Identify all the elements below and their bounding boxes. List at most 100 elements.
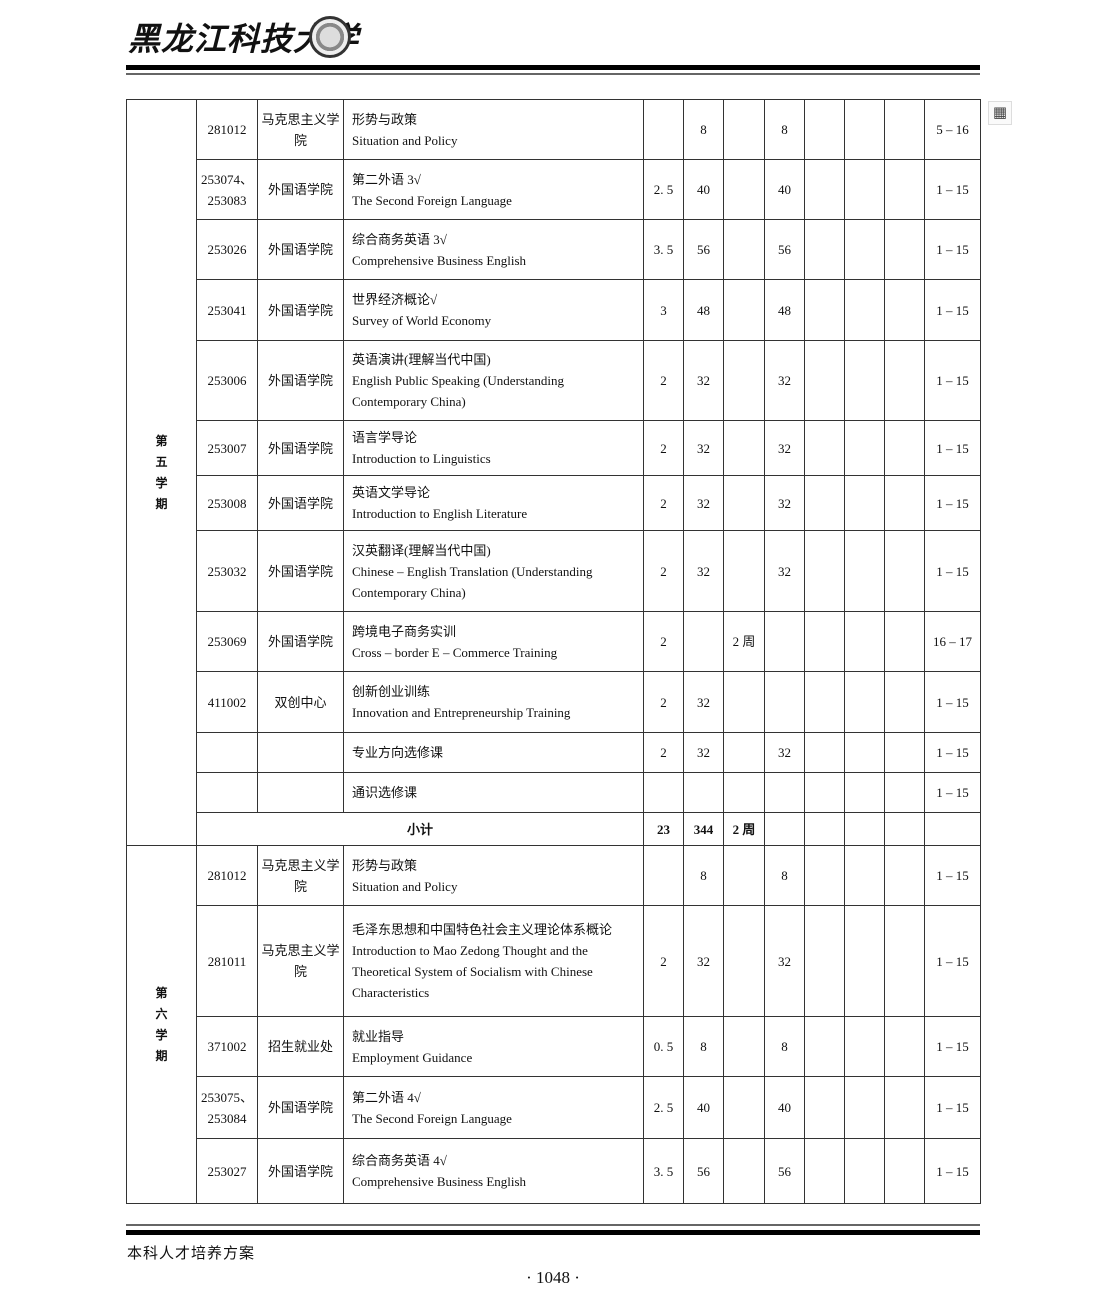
empty-cell [884,99,925,160]
table-icon[interactable]: ▦ [988,101,1012,125]
practice-weeks [723,732,765,773]
total-hours: 32 [683,420,724,476]
empty-cell [884,812,925,846]
lecture-hours: 32 [764,732,805,773]
empty-cell [844,340,885,421]
empty-cell [884,159,925,220]
course-name-cn: 语言学导论 [352,430,418,445]
credits: 2 [643,671,684,733]
header-rule-thin [126,73,980,75]
course-name: 形势与政策 Situation and Policy [343,99,644,160]
practice-weeks [723,159,765,220]
table-row: 253075、253084 外国语学院 第二外语 4√ The Second Fore… [127,1076,981,1139]
empty-cell [844,732,885,773]
credits [643,845,684,906]
empty-cell [804,905,845,1017]
department: 外国语学院 [257,475,344,531]
course-code: 253007 [196,420,258,476]
total-hours: 32 [683,530,724,612]
credits: 0. 5 [643,1016,684,1077]
course-code: 253027 [196,1138,258,1204]
credits: 2 [643,611,684,672]
lecture-hours: 32 [764,905,805,1017]
course-code: 253041 [196,279,258,341]
practice-weeks [723,905,765,1017]
week-range: 1 – 15 [924,475,981,531]
course-name-en: Innovation and Entrepreneurship Training [352,705,571,720]
total-hours: 32 [683,340,724,421]
course-name-cn: 形势与政策 [352,111,418,127]
practice-weeks [723,772,765,813]
empty-cell [804,671,845,733]
course-name: 形势与政策 Situation and Policy [343,845,644,906]
empty-cell [844,99,885,160]
table-row: 253007 外国语学院 语言学导论 Introduction to Linguist… [127,420,981,476]
lecture-hours: 32 [764,475,805,531]
empty-cell [844,1016,885,1077]
empty-cell [844,772,885,813]
empty-cell [844,812,885,846]
course-name-en: Comprehensive Business English [352,1174,527,1189]
course-name-cn: 专业方向选修课 [352,745,444,760]
course-name-cn: 第二外语 4√ [352,1089,421,1105]
credits: 3 [643,279,684,341]
department: 外国语学院 [257,1138,344,1204]
credits: 2. 5 [643,159,684,220]
course-name: 英语演讲(理解当代中国) English Public Speaking (Und… [343,340,644,421]
footer-rule-thin [126,1224,980,1226]
subtotal-label: 小计 [196,812,644,846]
empty-cell [884,475,925,531]
department: 双创中心 [257,671,344,733]
lecture-hours: 8 [764,845,805,906]
empty-cell [804,845,845,906]
course-name-en: Introduction to Mao Zedong Thought and t… [352,943,593,1000]
course-name: 第二外语 3√ The Second Foreign Language [343,159,644,220]
table-row: 253074、253083 外国语学院 第二外语 3√ The Second Fore… [127,159,981,220]
course-name: 通识选修课 [343,772,644,813]
lecture-hours [764,611,805,672]
empty-cell [844,475,885,531]
week-range: 1 – 15 [924,1076,981,1139]
empty-cell [884,340,925,421]
credits: 2. 5 [643,1076,684,1139]
lecture-hours: 56 [764,1138,805,1204]
department: 外国语学院 [257,420,344,476]
empty-cell [844,845,885,906]
course-name-cn: 世界经济概论√ [352,292,438,307]
empty-cell [804,475,845,531]
week-range: 1 – 15 [924,279,981,341]
empty-cell [804,772,845,813]
week-range: 1 – 15 [924,530,981,612]
course-code: 253075、253084 [196,1076,258,1139]
table-row: 281011 马克思主义学院 毛泽东思想和中国特色社会主义理论体系概论 Introdu… [127,905,981,1017]
empty-cell [804,732,845,773]
course-code: 281012 [196,99,258,160]
table-row: 通识选修课 1 – 15 [127,772,981,813]
empty-cell [884,1016,925,1077]
table-row: 第五学期 281012 马克思主义学院 形势与政策 Situation and Poli… [126,99,981,846]
empty-cell [844,1076,885,1139]
week-range: 16 – 17 [924,611,981,672]
table-row: 253069 外国语学院 跨境电子商务实训 Cross – border E – Co… [127,611,981,672]
week-range: 1 – 15 [924,845,981,906]
total-hours: 40 [683,159,724,220]
course-code: 253069 [196,611,258,672]
course-name: 专业方向选修课 [343,732,644,773]
department: 外国语学院 [257,219,344,280]
department: 外国语学院 [257,611,344,672]
course-code: 281012 [196,845,258,906]
course-name: 毛泽东思想和中国特色社会主义理论体系概论 Introduction to Mao … [343,905,644,1017]
lecture-hours: 40 [764,159,805,220]
empty-cell [884,611,925,672]
credits: 2 [643,905,684,1017]
course-name-cn: 毛泽东思想和中国特色社会主义理论体系概论 [352,922,613,937]
empty-cell [844,219,885,280]
empty-cell [884,530,925,612]
subtotal-weeks: 2 周 [723,812,765,846]
table-row: 411002 双创中心 创新创业训练 Innovation and Entrepren… [127,671,981,733]
course-name-en: English Public Speaking (Understanding C… [352,373,564,409]
course-name-cn: 英语演讲(理解当代中国) [352,352,491,367]
empty-cell [804,159,845,220]
lecture-hours: 48 [764,279,805,341]
